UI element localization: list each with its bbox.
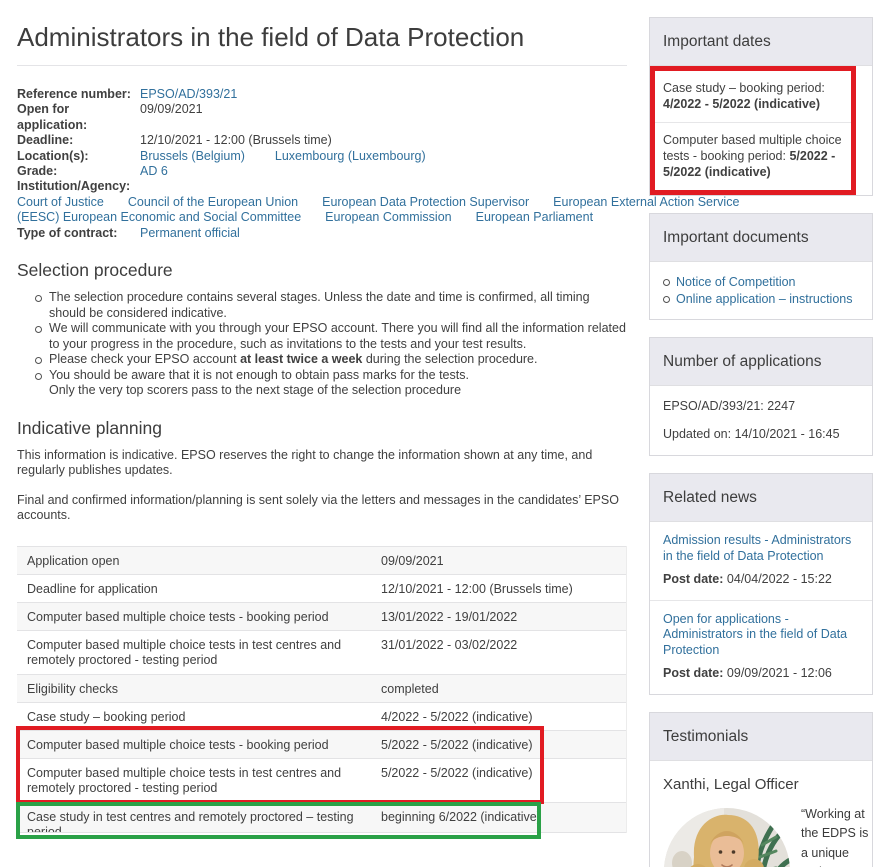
table-row: Case study in test centres and remotely …: [17, 801, 626, 833]
institution-link-council[interactable]: Council of the European Union: [127, 194, 299, 209]
grade-link[interactable]: AD 6: [140, 164, 168, 179]
locations-label: Location(s):: [17, 148, 89, 163]
list-item: You should be aware that it is not enoug…: [35, 368, 627, 399]
avatar: [664, 805, 790, 867]
deadline-value: 12/10/2021 - 12:00 (Brussels time): [140, 133, 332, 148]
institution-links-line2: (EESC) European Economic and Social Comm…: [17, 210, 627, 225]
related-news-box: Related news Admission results - Adminis…: [649, 473, 873, 695]
institution-link-edps[interactable]: European Data Protection Supervisor: [322, 194, 530, 209]
list-item: The selection procedure contains several…: [35, 290, 627, 321]
applications-updated: Updated on: 14/10/2021 - 16:45: [663, 427, 840, 441]
location-link-brussels[interactable]: Brussels (Belgium): [140, 148, 245, 163]
news-link-admission-results[interactable]: Admission results - Administrators in th…: [663, 533, 852, 563]
testimonial-quote: “Working at the EDPS is a unique and enr…: [801, 806, 869, 867]
title-divider: [17, 65, 627, 66]
selection-procedure-heading: Selection procedure: [17, 260, 173, 281]
news-link-open-for-applications[interactable]: Open for applications - Administrators i…: [663, 611, 848, 657]
meta-row-open: Open for application: 09/09/2021: [17, 102, 627, 133]
table-row: Case study – booking period 4/2022 - 5/2…: [17, 701, 626, 730]
indicative-planning-para2: Final and confirmed information/planning…: [17, 492, 619, 523]
number-of-applications-heading: Number of applications: [650, 338, 872, 386]
institution-links-line1: Court of Justice Council of the European…: [17, 194, 739, 210]
meta-row-institution: Institution/Agency:: [17, 179, 627, 194]
sidebar: Important dates Case study – booking per…: [649, 17, 873, 867]
planning-table-rows: Application open 09/09/2021 Deadline for…: [17, 545, 626, 833]
important-dates-heading: Important dates: [650, 18, 872, 66]
news-item: Admission results - Administrators in th…: [650, 522, 872, 600]
open-label: Open for application:: [17, 102, 88, 132]
important-documents-box: Important documents Notice of Competitio…: [649, 213, 873, 320]
testimonial-person-name: Xanthi, Legal Officer: [663, 775, 799, 793]
indicative-planning-para1: This information is indicative. EPSO res…: [17, 447, 593, 478]
planning-table: Application open 09/09/2021 Deadline for…: [16, 545, 627, 839]
indicative-planning-heading: Indicative planning: [17, 417, 162, 438]
number-of-applications-body: EPSO/AD/393/21: 2247 Updated on: 14/10/2…: [650, 386, 872, 455]
important-date-item: Computer based multiple choice tests - b…: [655, 122, 851, 190]
portrait-photo-illustration: [664, 807, 790, 867]
testimonials-box: Testimonials Xanthi, Legal Officer: [649, 711, 873, 867]
list-item: Notice of Competition: [663, 274, 864, 291]
location-link-luxembourg[interactable]: Luxembourg (Luxembourg): [274, 148, 426, 163]
meta-row-deadline: Deadline: 12/10/2021 - 12:00 (Brussels t…: [17, 133, 627, 148]
selection-procedure-list: The selection procedure contains several…: [17, 290, 627, 399]
main-content: Administrators in the field of Data Prot…: [16, 0, 739, 839]
open-value: 09/09/2021: [140, 102, 203, 117]
table-row: Computer based multiple choice tests - b…: [17, 729, 626, 758]
testimonials-heading: Testimonials: [650, 712, 872, 761]
important-documents-list: Notice of Competition Online application…: [650, 262, 872, 319]
list-item: We will communicate with you through you…: [35, 321, 626, 351]
institution-link-court-of-justice[interactable]: Court of Justice: [17, 194, 104, 209]
meta-row-contract: Type of contract: Permanent official: [17, 226, 627, 241]
applications-count: EPSO/AD/393/21: 2247: [663, 399, 796, 413]
meta-row-locations: Location(s): Brussels (Belgium) Luxembour…: [17, 149, 627, 164]
related-news-heading: Related news: [650, 474, 872, 522]
news-item: Open for applications - Administrators i…: [650, 599, 872, 694]
page-title: Administrators in the field of Data Prot…: [17, 22, 525, 52]
table-row: Computer based multiple choice tests in …: [17, 757, 626, 802]
deadline-label: Deadline:: [17, 133, 74, 148]
news-post-date: Post date: 04/04/2022 - 15:22: [663, 572, 832, 586]
list-item: Please check your EPSO account at least …: [35, 352, 627, 368]
institution-link-commission[interactable]: European Commission: [325, 210, 452, 225]
grade-label: Grade:: [17, 164, 58, 179]
table-row: Eligibility checks completed: [17, 673, 626, 702]
notice-of-competition-link[interactable]: Notice of Competition: [676, 275, 796, 289]
number-of-applications-box: Number of applications EPSO/AD/393/21: 2…: [649, 337, 873, 456]
institution-link-eesc[interactable]: (EESC) European Economic and Social Comm…: [17, 210, 302, 225]
important-dates-box: Important dates Case study – booking per…: [649, 17, 873, 196]
contract-link[interactable]: Permanent official: [140, 225, 240, 240]
list-item: Online application – instructions: [663, 291, 864, 308]
table-row: Application open 09/09/2021: [17, 545, 626, 574]
reference-label: Reference number:: [17, 87, 131, 101]
online-application-instructions-link[interactable]: Online application – instructions: [676, 291, 853, 306]
table-row: Computer based multiple choice tests in …: [17, 629, 626, 674]
institution-link-parliament[interactable]: European Parliament: [475, 210, 594, 225]
contract-label: Type of contract:: [17, 225, 118, 240]
vacancy-metadata: Reference number: EPSO/AD/393/21 Open fo…: [17, 87, 739, 241]
news-post-date: Post date: 09/09/2021 - 12:06: [663, 666, 832, 680]
institution-link-eeas[interactable]: European External Action Service: [553, 194, 740, 209]
table-row: Deadline for application 12/10/2021 - 12…: [17, 573, 626, 602]
reference-link[interactable]: EPSO/AD/393/21: [140, 87, 238, 101]
table-row: Computer based multiple choice tests - b…: [17, 601, 626, 630]
important-date-item: Case study – booking period: 4/2022 - 5/…: [663, 81, 825, 111]
meta-row-reference: Reference number: EPSO/AD/393/21: [17, 87, 627, 102]
testimonial-body: “Working at the EDPS is a unique and enr…: [650, 797, 872, 867]
important-documents-heading: Important documents: [650, 214, 872, 262]
meta-row-grade: Grade: AD 6: [17, 164, 627, 179]
institution-label: Institution/Agency:: [17, 179, 131, 194]
important-dates-red-highlight: Case study – booking period: 4/2022 - 5/…: [650, 66, 856, 195]
